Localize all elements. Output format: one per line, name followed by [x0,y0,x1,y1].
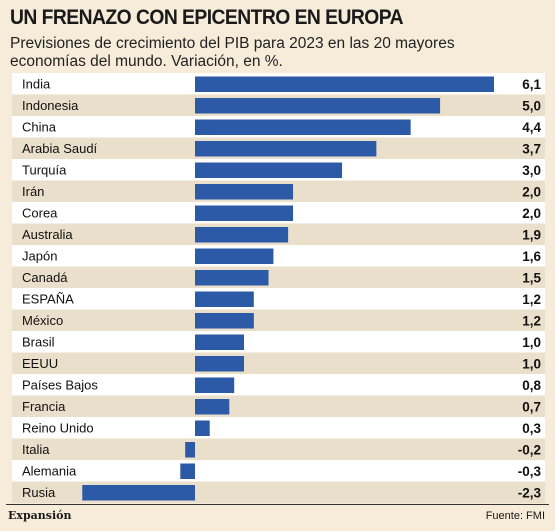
category-label: ESPAÑA [22,291,74,306]
value-label: 1,0 [522,335,541,350]
value-label: 3,0 [522,163,541,178]
value-label: -0,2 [518,442,541,457]
value-label: 1,5 [522,270,541,285]
value-label: 1,0 [522,356,541,371]
value-label: 1,2 [522,313,541,328]
value-label: 1,6 [522,249,541,264]
value-label: 0,3 [522,421,541,436]
row-background [12,395,545,417]
value-label: 0,7 [522,399,541,414]
bar-18 [180,463,195,479]
bar-12 [195,334,245,350]
bar-5 [195,184,294,200]
bar-17 [185,442,195,458]
category-label: Arabia Saudí [22,141,98,156]
category-label: Indonesia [22,98,79,113]
category-label: Reino Unido [22,420,94,435]
bar-14 [195,377,235,393]
bar-13 [195,356,245,372]
row-background [12,374,545,396]
category-label: Canadá [22,270,68,285]
bar-11 [195,313,254,329]
category-label: México [22,313,63,328]
bar-19 [82,485,195,501]
publisher-logo: Expansión [8,509,72,522]
category-label: India [22,76,51,91]
row-background [12,309,545,331]
bar-10 [195,291,254,307]
value-label: -2,3 [518,485,542,500]
category-label: Brasil [22,334,55,349]
row-background [12,417,545,439]
bar-9 [195,270,269,286]
bar-0 [195,76,494,92]
value-label: 2,0 [522,206,541,221]
category-label: Turquía [22,162,67,177]
category-label: Italia [22,442,50,457]
value-label: 3,7 [522,141,541,156]
source-note: Fuente: FMI [485,510,545,522]
bar-16 [195,420,210,436]
row-background [12,288,545,310]
value-label: 0,8 [522,378,541,393]
row-background [12,438,545,460]
chart-title: UN FRENAZO CON EPICENTRO EN EUROPA [10,6,404,29]
bar-2 [195,119,411,135]
bar-6 [195,205,294,221]
category-label: Japón [22,248,57,263]
row-background [12,460,545,482]
chart-subtitle: Previsiones de crecimiento del PIB para … [10,35,455,70]
row-background [12,266,545,288]
category-label: Rusia [22,485,56,500]
bar-3 [195,141,377,157]
category-label: Corea [22,205,58,220]
bar-1 [195,98,441,114]
category-label: Francia [22,399,66,414]
category-label: Irán [22,184,44,199]
bar-7 [195,227,289,243]
value-label: 5,0 [522,98,541,113]
row-background [12,352,545,374]
category-label: Países Bajos [22,377,98,392]
value-label: 6,1 [522,77,541,92]
value-label: 2,0 [522,184,541,199]
value-label: -0,3 [518,464,542,479]
row-background [12,245,545,267]
row-background [12,331,545,353]
footer-divider [6,504,549,505]
category-label: China [22,119,57,134]
value-label: 4,4 [522,120,541,135]
category-label: EEUU [22,356,58,371]
bar-8 [195,248,274,264]
bar-15 [195,399,230,415]
category-label: Alemania [22,463,77,478]
bar-4 [195,162,343,178]
value-label: 1,2 [522,292,541,307]
category-label: Australia [22,227,73,242]
value-label: 1,9 [522,227,541,242]
